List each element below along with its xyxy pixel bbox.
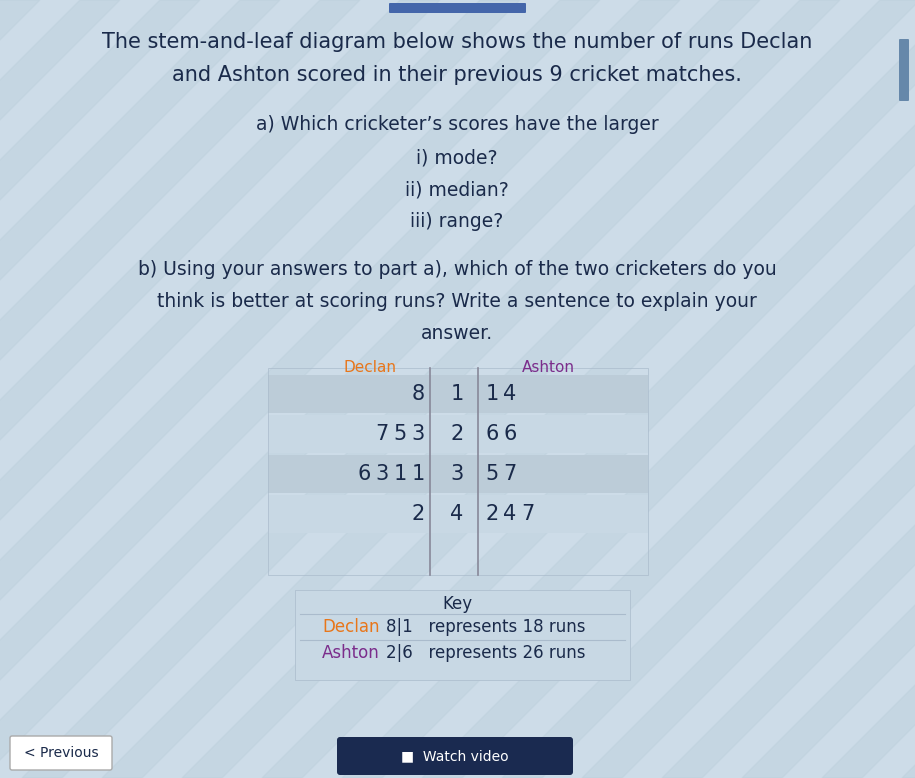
Polygon shape xyxy=(822,0,915,778)
Polygon shape xyxy=(268,375,648,413)
Polygon shape xyxy=(0,0,600,778)
Text: 7: 7 xyxy=(522,504,534,524)
Polygon shape xyxy=(295,590,630,680)
Polygon shape xyxy=(742,0,915,778)
Text: 6: 6 xyxy=(503,424,517,444)
Text: Key: Key xyxy=(442,595,472,613)
Text: 8: 8 xyxy=(412,384,425,404)
Polygon shape xyxy=(268,495,648,533)
FancyBboxPatch shape xyxy=(899,39,909,101)
Text: 1: 1 xyxy=(393,464,406,484)
Polygon shape xyxy=(0,0,360,778)
Text: 2: 2 xyxy=(485,504,499,524)
Polygon shape xyxy=(22,0,840,778)
Polygon shape xyxy=(268,455,648,493)
FancyBboxPatch shape xyxy=(10,736,112,770)
Polygon shape xyxy=(0,0,120,778)
Polygon shape xyxy=(342,0,915,778)
Text: 3: 3 xyxy=(412,424,425,444)
Text: 1: 1 xyxy=(412,464,425,484)
FancyBboxPatch shape xyxy=(337,737,573,775)
Polygon shape xyxy=(262,0,915,778)
Text: ii) median?: ii) median? xyxy=(405,180,509,199)
Text: 6: 6 xyxy=(358,464,371,484)
Text: 6: 6 xyxy=(485,424,499,444)
Polygon shape xyxy=(268,415,648,453)
Text: 7: 7 xyxy=(375,424,389,444)
Text: 2: 2 xyxy=(450,424,464,444)
Text: a) Which cricketer’s scores have the larger: a) Which cricketer’s scores have the lar… xyxy=(255,115,659,134)
Polygon shape xyxy=(502,0,915,778)
Text: The stem-and-leaf diagram below shows the number of runs Declan: The stem-and-leaf diagram below shows th… xyxy=(102,32,813,52)
Text: 1: 1 xyxy=(485,384,499,404)
Text: Ashton: Ashton xyxy=(522,360,575,375)
Text: 3: 3 xyxy=(450,464,464,484)
FancyBboxPatch shape xyxy=(389,3,526,13)
Text: 3: 3 xyxy=(375,464,389,484)
Polygon shape xyxy=(0,0,520,778)
Text: 5: 5 xyxy=(485,464,499,484)
Polygon shape xyxy=(0,0,280,778)
Text: i) mode?: i) mode? xyxy=(416,148,498,167)
Text: 1: 1 xyxy=(450,384,464,404)
Text: Ashton: Ashton xyxy=(322,644,380,662)
Text: 8|1   represents 18 runs: 8|1 represents 18 runs xyxy=(386,618,586,636)
Text: answer.: answer. xyxy=(421,324,493,343)
Text: < Previous: < Previous xyxy=(24,746,98,760)
Polygon shape xyxy=(0,0,440,778)
Polygon shape xyxy=(102,0,915,778)
Polygon shape xyxy=(422,0,915,778)
Polygon shape xyxy=(662,0,915,778)
Text: ■  Watch video: ■ Watch video xyxy=(401,749,509,763)
Text: 4: 4 xyxy=(450,504,464,524)
Text: Declan: Declan xyxy=(343,360,396,375)
Text: b) Using your answers to part a), which of the two cricketers do you: b) Using your answers to part a), which … xyxy=(137,260,776,279)
Polygon shape xyxy=(182,0,915,778)
Text: 7: 7 xyxy=(503,464,517,484)
Polygon shape xyxy=(582,0,915,778)
Text: 5: 5 xyxy=(393,424,406,444)
Polygon shape xyxy=(0,0,40,778)
Polygon shape xyxy=(0,0,760,778)
Text: 4: 4 xyxy=(503,384,517,404)
Text: Declan: Declan xyxy=(322,618,380,636)
Polygon shape xyxy=(902,0,915,778)
Text: iii) range?: iii) range? xyxy=(410,212,503,231)
Text: 4: 4 xyxy=(503,504,517,524)
Polygon shape xyxy=(0,0,680,778)
Polygon shape xyxy=(0,0,200,778)
Text: 2|6   represents 26 runs: 2|6 represents 26 runs xyxy=(386,644,586,662)
Text: 2: 2 xyxy=(412,504,425,524)
Text: think is better at scoring runs? Write a sentence to explain your: think is better at scoring runs? Write a… xyxy=(157,292,757,311)
Text: and Ashton scored in their previous 9 cricket matches.: and Ashton scored in their previous 9 cr… xyxy=(172,65,742,85)
